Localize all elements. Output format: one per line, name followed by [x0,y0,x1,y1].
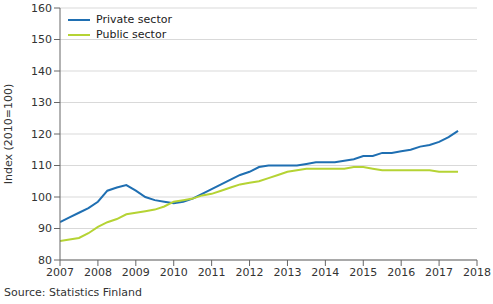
svg-text:2009: 2009 [122,266,150,279]
svg-text:80: 80 [38,254,52,267]
svg-text:110: 110 [31,159,52,172]
svg-text:2018: 2018 [463,266,485,279]
svg-text:100: 100 [31,191,52,204]
svg-text:2017: 2017 [425,266,453,279]
svg-text:2011: 2011 [198,266,226,279]
svg-text:2010: 2010 [160,266,188,279]
svg-text:160: 160 [31,2,52,15]
svg-text:2012: 2012 [236,266,264,279]
svg-text:90: 90 [38,222,52,235]
svg-text:2013: 2013 [273,266,301,279]
svg-text:Index (2010=100): Index (2010=100) [8,84,15,185]
svg-text:120: 120 [31,128,52,141]
svg-text:150: 150 [31,33,52,46]
svg-text:130: 130 [31,96,52,109]
svg-text:2014: 2014 [311,266,339,279]
html-text:Private sector: Private sector [96,13,172,26]
html-text:Public sector: Public sector [96,28,167,41]
svg-text:2015: 2015 [349,266,377,279]
svg-text:140: 140 [31,65,52,78]
html-text:Source: Statistics Finland: Source: Statistics Finland [4,286,143,299]
svg-text:2016: 2016 [387,266,415,279]
svg-text:2007: 2007 [46,266,74,279]
svg-text:2008: 2008 [84,266,112,279]
